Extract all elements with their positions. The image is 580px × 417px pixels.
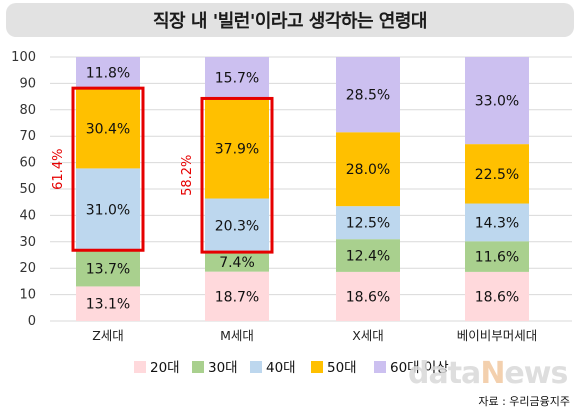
bar-segment: [465, 57, 529, 145]
legend-swatch: [134, 361, 146, 373]
bar-segment: [76, 286, 140, 321]
legend-swatch: [311, 361, 323, 373]
bar-segment: [336, 206, 400, 240]
legend-label: 40대: [266, 360, 296, 376]
bar-segment: [465, 203, 529, 242]
data-label: 7.4%: [219, 255, 255, 271]
source-note: 자료 : 우리금융지주: [478, 395, 570, 408]
legend-swatch: [250, 361, 262, 373]
y-tick-label: 90: [19, 76, 36, 91]
bar-segment: [465, 241, 529, 272]
data-label: 37.9%: [215, 141, 259, 157]
data-label: 18.6%: [475, 289, 519, 305]
bar-segment: [205, 252, 269, 272]
bar-segment: [205, 271, 269, 321]
legend-label: 20대: [150, 360, 180, 376]
x-tick-label: Z세대: [92, 328, 124, 343]
chart-title: 직장 내 '빌런'이라고 생각하는 연령대: [153, 11, 428, 32]
y-tick-label: 30: [19, 235, 36, 250]
data-label: 15.7%: [215, 71, 259, 87]
bar-segment: [205, 198, 269, 253]
bar-segment: [76, 168, 140, 251]
bar-segment: [336, 57, 400, 133]
title-bar: 직장 내 '빌런'이라고 생각하는 연령대: [6, 3, 574, 37]
data-label: 13.1%: [86, 297, 130, 313]
bar-segment: [336, 132, 400, 207]
y-tick-label: 80: [19, 103, 36, 118]
y-tick-label: 20: [19, 261, 36, 276]
data-label: 12.5%: [346, 216, 390, 232]
y-tick-label: 10: [19, 288, 36, 303]
x-tick-label: X세대: [352, 328, 384, 343]
x-tick-label: M세대: [220, 328, 254, 343]
x-tick-label: 베이비부머세대: [457, 328, 538, 343]
y-tick-label: 60: [19, 156, 36, 171]
highlight-label: 58.2%: [180, 155, 195, 196]
y-tick-label: 50: [19, 182, 36, 197]
legend-label: 60대 이상: [390, 360, 449, 376]
datanews-watermark: dataNews: [408, 356, 568, 391]
bar-segment: [465, 271, 529, 321]
y-tick-label: 40: [19, 208, 36, 223]
data-label: 31.0%: [86, 202, 130, 218]
data-label: 28.0%: [346, 162, 390, 178]
legend-label: 50대: [327, 360, 357, 376]
legend-swatch: [192, 361, 204, 373]
bar-segment: [336, 239, 400, 272]
data-label: 18.7%: [215, 289, 259, 305]
data-label: 13.7%: [86, 261, 130, 277]
y-tick-label: 100: [11, 50, 36, 65]
bar-segment: [336, 271, 400, 321]
bar-segment: [205, 98, 269, 199]
data-label: 12.4%: [346, 249, 390, 265]
bar-segment: [76, 88, 140, 169]
data-label: 14.3%: [475, 215, 519, 231]
highlight-box: [71, 86, 145, 252]
y-tick-label: 0: [28, 314, 36, 329]
data-label: 11.8%: [86, 66, 130, 82]
data-label: 20.3%: [215, 218, 259, 234]
legend-swatch: [374, 361, 386, 373]
bar-segment: [76, 57, 140, 89]
y-tick-label: 70: [19, 129, 36, 144]
legend-label: 30대: [208, 360, 238, 376]
data-label: 33.0%: [475, 94, 519, 110]
bar-segment: [465, 144, 529, 204]
data-label: 18.6%: [346, 289, 390, 305]
bar-segment: [205, 57, 269, 99]
data-label: 11.6%: [475, 250, 519, 266]
data-label: 28.5%: [346, 88, 390, 104]
bar-segment: [76, 250, 140, 287]
data-label: 30.4%: [86, 121, 130, 137]
highlight-box: [200, 96, 274, 254]
data-label: 22.5%: [475, 167, 519, 183]
highlight-label: 61.4%: [51, 149, 66, 190]
